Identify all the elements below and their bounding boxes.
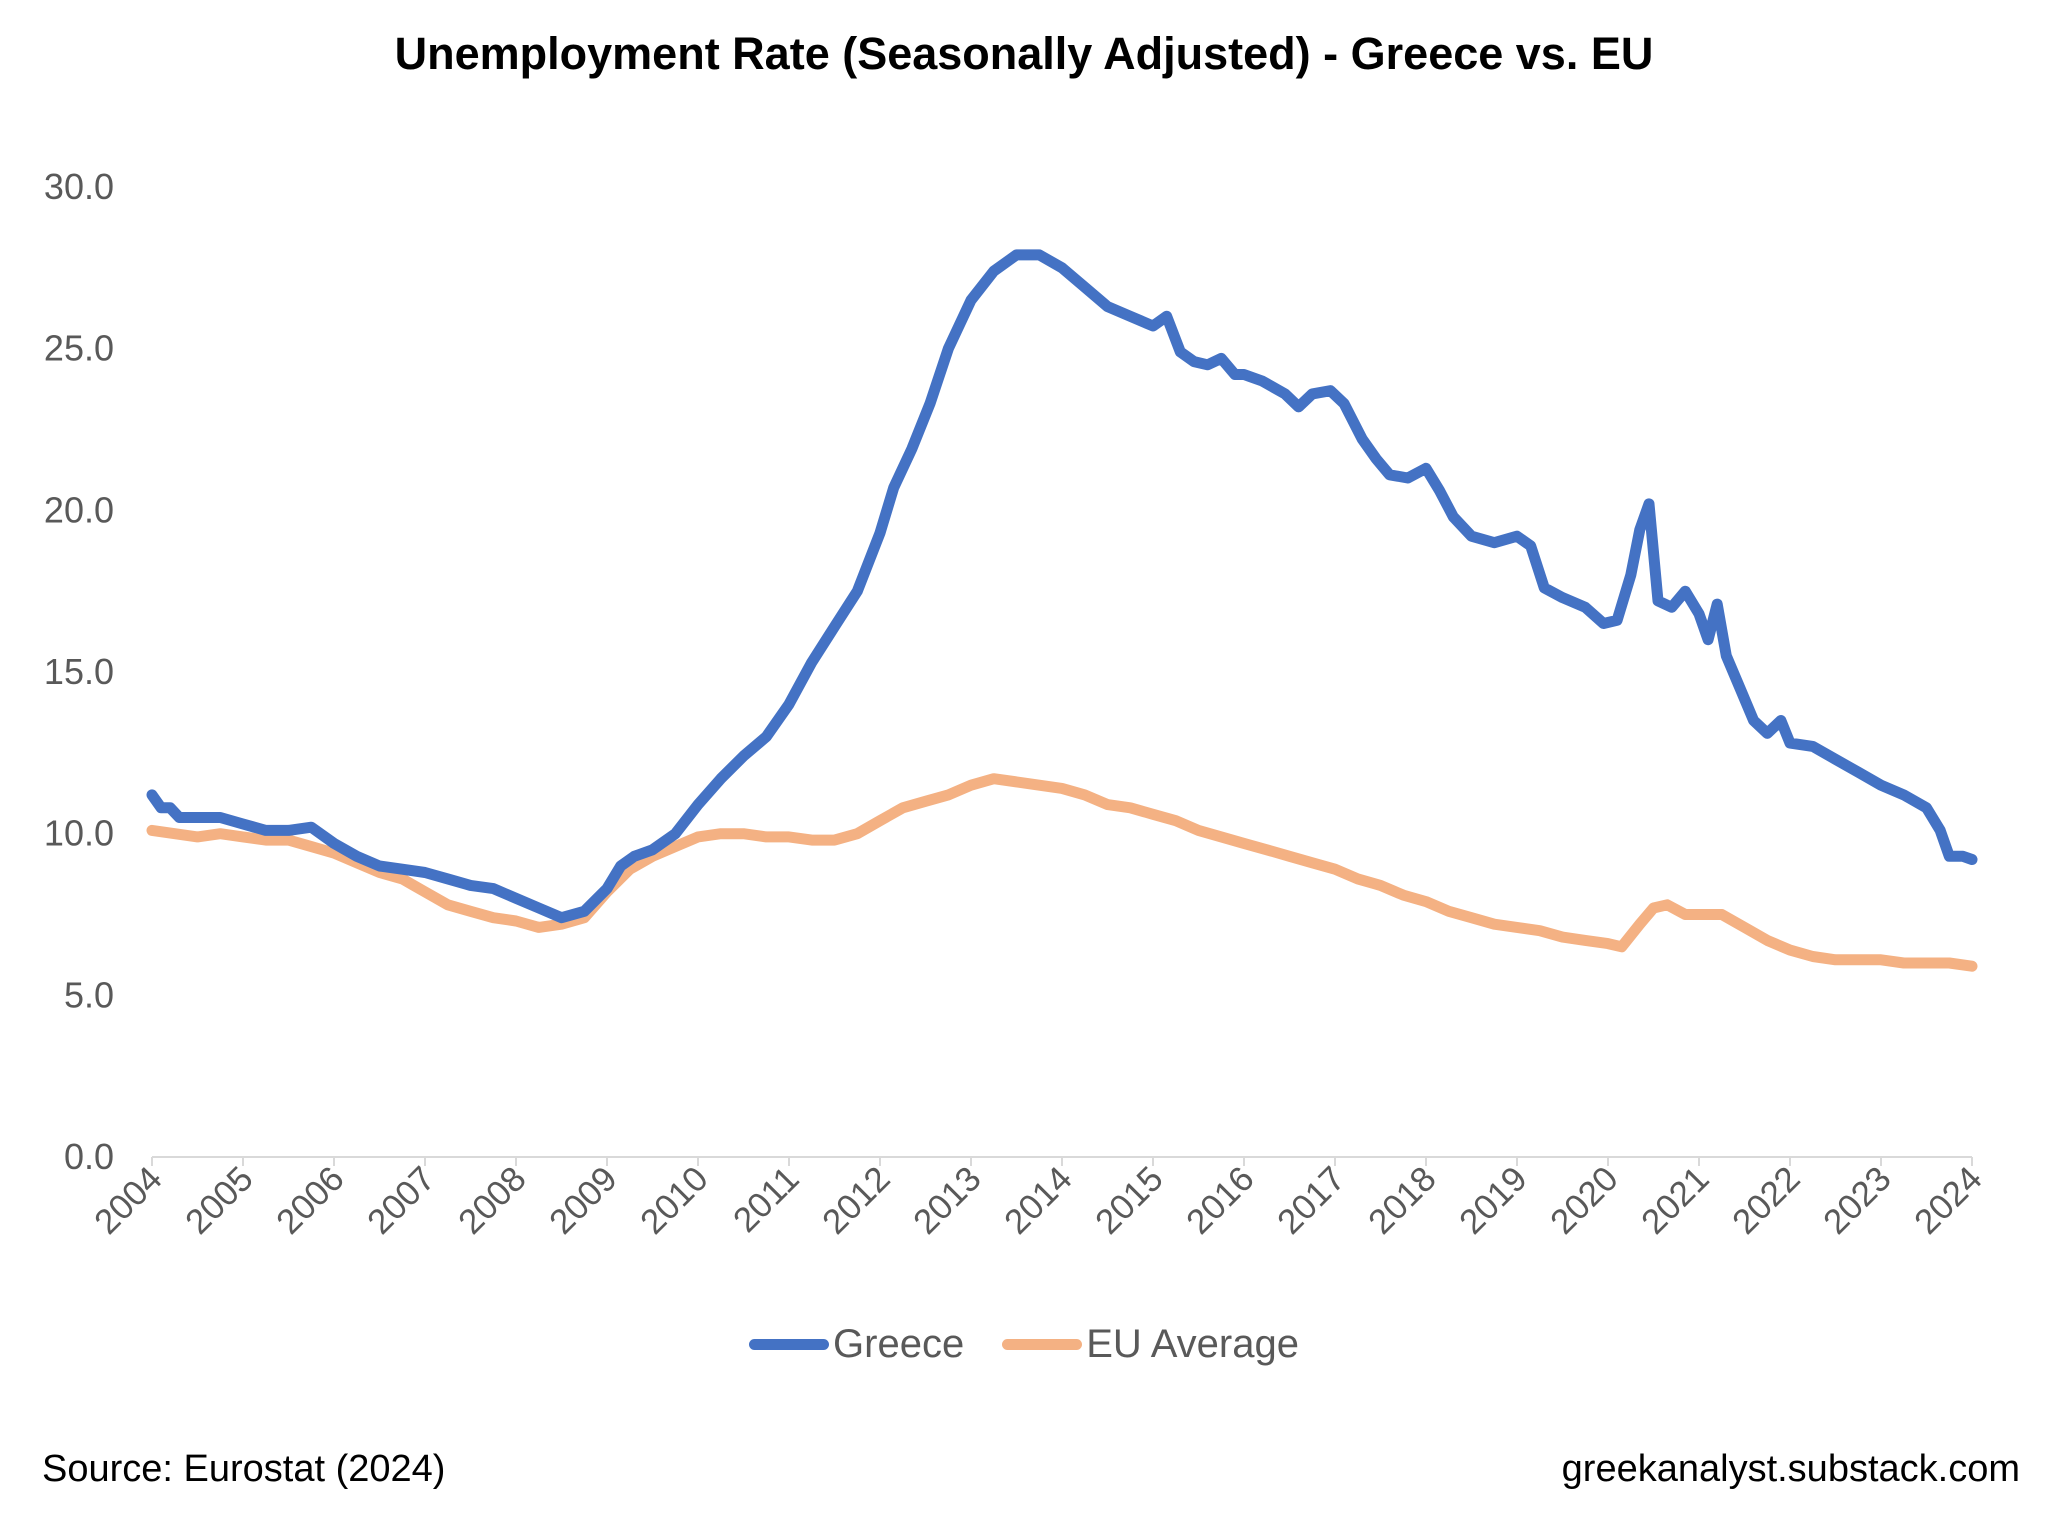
x-tick-label: 2012 <box>815 1159 898 1242</box>
y-tick-label: 10.0 <box>44 813 114 854</box>
legend-swatch-greece <box>749 1339 830 1350</box>
x-tick-label: 2021 <box>1634 1159 1717 1242</box>
x-tick-label: 2016 <box>1179 1159 1262 1242</box>
y-tick-label: 5.0 <box>64 974 114 1015</box>
y-tick-label: 30.0 <box>44 166 114 207</box>
chart-title: Unemployment Rate (Seasonally Adjusted) … <box>394 28 1654 79</box>
x-tick-label: 2015 <box>1088 1159 1171 1242</box>
legend-label-eu: EU Average <box>1086 1322 1299 1366</box>
legend-item-greece: Greece <box>749 1322 964 1367</box>
x-tick-label: 2011 <box>726 1159 807 1240</box>
y-tick-label: 25.0 <box>44 328 114 369</box>
legend-item-eu: EU Average <box>1002 1322 1299 1367</box>
y-axis-ticks: 0.0 5.0 10.0 15.0 20.0 25.0 30.0 <box>44 166 114 1177</box>
x-tick-label: 2014 <box>997 1159 1080 1242</box>
y-tick-label: 0.0 <box>64 1136 114 1177</box>
x-tick-label: 2022 <box>1725 1159 1808 1242</box>
y-tick-label: 15.0 <box>44 651 114 692</box>
x-tick-label: 2018 <box>1361 1159 1444 1242</box>
x-tick-label: 2006 <box>269 1159 352 1242</box>
legend-swatch-eu <box>1002 1339 1083 1350</box>
legend-label-greece: Greece <box>833 1322 965 1366</box>
series-line-greece <box>146 249 1978 924</box>
y-tick-label: 20.0 <box>44 489 114 530</box>
x-tick-label: 2007 <box>360 1159 443 1242</box>
site-credit: greekanalyst.substack.com <box>1561 1448 2020 1490</box>
x-tick-label: 2010 <box>633 1159 716 1242</box>
x-tick-label: 2020 <box>1543 1159 1626 1242</box>
x-tick-label: 2013 <box>906 1159 989 1242</box>
line-chart: 0.0 5.0 10.0 15.0 20.0 25.0 30.0 2004 2005 2006 2… <box>44 166 1990 1242</box>
x-tick-label: 2008 <box>451 1159 534 1242</box>
x-axis-ticks: 2004 2005 2006 2007 2008 2009 2010 2011 2012 2013… <box>87 1157 1990 1242</box>
series-layer <box>146 249 1978 972</box>
x-tick-label: 2024 <box>1907 1159 1990 1242</box>
x-tick-label: 2019 <box>1452 1159 1535 1242</box>
legend: Greece EU Average <box>0 1322 2048 1367</box>
x-tick-label: 2009 <box>542 1159 625 1242</box>
series-line-eu-average <box>146 773 1978 972</box>
source-note: Source: Eurostat (2024) <box>42 1448 446 1490</box>
x-tick-label: 2017 <box>1270 1159 1353 1242</box>
x-tick-label: 2005 <box>178 1159 261 1242</box>
x-tick-label: 2023 <box>1816 1159 1899 1242</box>
